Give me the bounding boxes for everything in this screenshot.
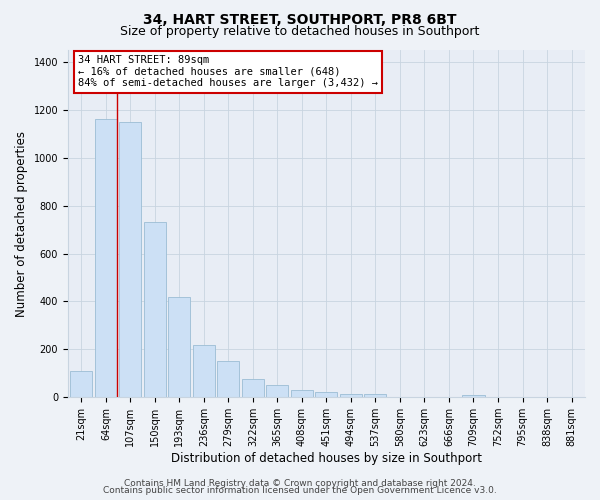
Text: Size of property relative to detached houses in Southport: Size of property relative to detached ho… bbox=[121, 25, 479, 38]
Bar bbox=[169, 296, 190, 397]
Bar bbox=[266, 385, 289, 397]
Bar bbox=[242, 380, 264, 397]
Bar bbox=[95, 120, 117, 397]
Bar bbox=[291, 390, 313, 397]
Bar bbox=[340, 394, 362, 397]
Text: Contains HM Land Registry data © Crown copyright and database right 2024.: Contains HM Land Registry data © Crown c… bbox=[124, 478, 476, 488]
Bar bbox=[217, 362, 239, 397]
Y-axis label: Number of detached properties: Number of detached properties bbox=[15, 130, 28, 316]
Bar bbox=[144, 222, 166, 397]
Bar bbox=[316, 392, 337, 397]
X-axis label: Distribution of detached houses by size in Southport: Distribution of detached houses by size … bbox=[171, 452, 482, 465]
Text: 34 HART STREET: 89sqm
← 16% of detached houses are smaller (648)
84% of semi-det: 34 HART STREET: 89sqm ← 16% of detached … bbox=[78, 55, 378, 88]
Bar bbox=[193, 344, 215, 397]
Bar bbox=[70, 371, 92, 397]
Bar bbox=[463, 395, 485, 397]
Bar bbox=[119, 122, 142, 397]
Bar bbox=[364, 394, 386, 397]
Text: Contains public sector information licensed under the Open Government Licence v3: Contains public sector information licen… bbox=[103, 486, 497, 495]
Text: 34, HART STREET, SOUTHPORT, PR8 6BT: 34, HART STREET, SOUTHPORT, PR8 6BT bbox=[143, 12, 457, 26]
